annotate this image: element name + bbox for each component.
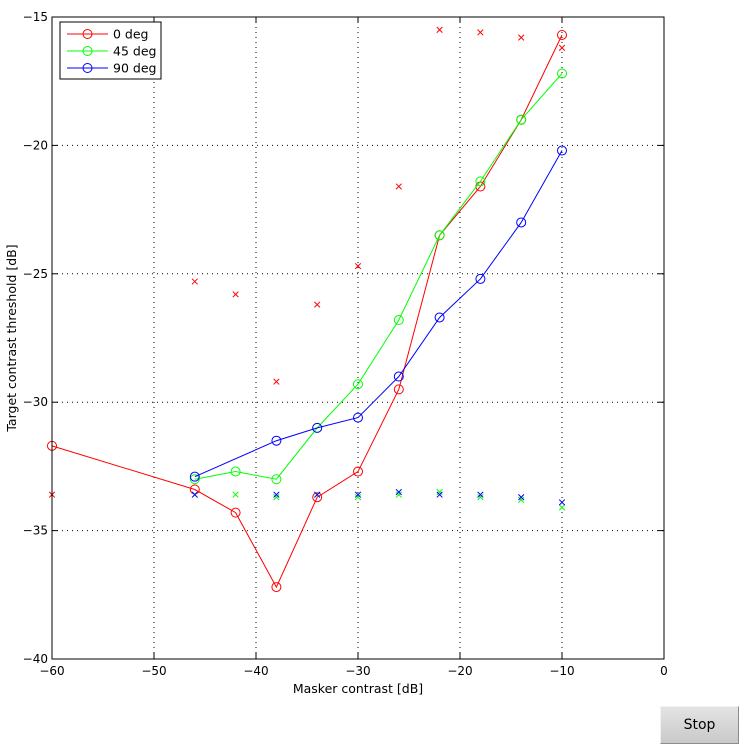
stop-button[interactable]: Stop [660, 706, 739, 744]
legend-label: 90 deg [113, 61, 156, 76]
cross-marker [558, 44, 566, 51]
legend-marker [82, 29, 93, 39]
series-line [194, 150, 563, 478]
series-marker [353, 379, 363, 390]
series-marker [189, 474, 200, 485]
legend-marker [82, 63, 93, 73]
ticks [51, 16, 665, 660]
series-marker [271, 435, 282, 446]
cross-marker [436, 488, 443, 496]
cross-marker [314, 301, 321, 308]
cross-marker [395, 183, 402, 190]
series-marker [393, 371, 404, 382]
y-tick-labels: −40 −35 −30 −25 −20 −15 [23, 10, 48, 666]
cross-marker [354, 494, 362, 501]
series-marker [230, 507, 241, 518]
y-axis-title: Target contrast threshold [dB] [4, 244, 19, 432]
cross-marker [518, 494, 525, 501]
grid [52, 17, 664, 659]
cross-marker [436, 26, 443, 33]
series-marker [230, 466, 241, 477]
series-marker [271, 474, 282, 485]
y-tick-label: −20 [23, 138, 48, 152]
x-tick-label: −60 [39, 664, 64, 678]
series-marker [353, 412, 363, 423]
series-marker [475, 176, 486, 187]
legend: 0 deg 45 deg 90 deg [59, 21, 162, 80]
series-marker [393, 315, 404, 326]
series-marker [557, 145, 567, 156]
series-marker [393, 384, 404, 395]
x-tick-label: −10 [549, 664, 574, 678]
x-tick-label: −30 [345, 664, 370, 678]
cross-marker [477, 494, 484, 501]
cross-marker [477, 491, 484, 498]
series-line [51, 34, 563, 589]
x-axis-title: Masker contrast [dB] [293, 681, 423, 696]
cross-marker [395, 491, 402, 498]
cross-marker [477, 29, 484, 36]
series-marker [557, 68, 567, 79]
series-layer [47, 29, 567, 593]
cross-marker [354, 491, 362, 498]
series-marker [516, 217, 527, 228]
y-tick-label: −40 [23, 652, 48, 666]
cross-marker [273, 491, 280, 498]
cross-marker [314, 491, 321, 498]
threshold-chart: −60 −50 −40 −30 −20 −10 0 −40 −35 −30 −25 −20 −15 M… [4, 10, 668, 696]
cross-marker [273, 378, 280, 385]
cross-marker [395, 488, 402, 496]
cross-marker [518, 496, 525, 503]
cross-marker [191, 491, 198, 498]
series-marker [353, 466, 363, 477]
series-marker [475, 273, 486, 284]
legend-label: 0 deg [113, 27, 149, 42]
legend-label: 45 deg [113, 44, 156, 59]
cross-marker [558, 499, 566, 506]
cross-marker [354, 262, 362, 270]
x-tick-label: −50 [141, 664, 166, 678]
cross-marker [232, 291, 239, 298]
cross-marker [273, 494, 280, 501]
series-marker [516, 114, 527, 125]
y-tick-label: −25 [23, 267, 48, 281]
series-marker [312, 492, 323, 503]
legend-box [59, 21, 162, 80]
x-tick-label: −20 [447, 664, 472, 678]
series-marker [434, 312, 445, 323]
series-line [194, 73, 563, 480]
x-tick-labels: −60 −50 −40 −30 −20 −10 0 [39, 664, 667, 678]
cross-marker [191, 278, 198, 285]
x-tick-label: −40 [243, 664, 268, 678]
series-marker [189, 471, 200, 482]
cross-marker [436, 491, 443, 498]
y-tick-label: −30 [23, 395, 48, 409]
cross-markers-layer [48, 26, 566, 511]
series-marker [557, 29, 567, 40]
y-tick-label: −35 [23, 524, 48, 538]
cross-marker [232, 491, 239, 498]
y-tick-label: −15 [23, 10, 48, 24]
series-marker [434, 230, 445, 241]
series-marker [312, 422, 323, 433]
x-tick-label: 0 [660, 664, 668, 678]
cross-marker [558, 504, 566, 511]
series-marker [271, 582, 282, 593]
legend-marker [82, 46, 93, 56]
cross-marker [518, 34, 525, 41]
